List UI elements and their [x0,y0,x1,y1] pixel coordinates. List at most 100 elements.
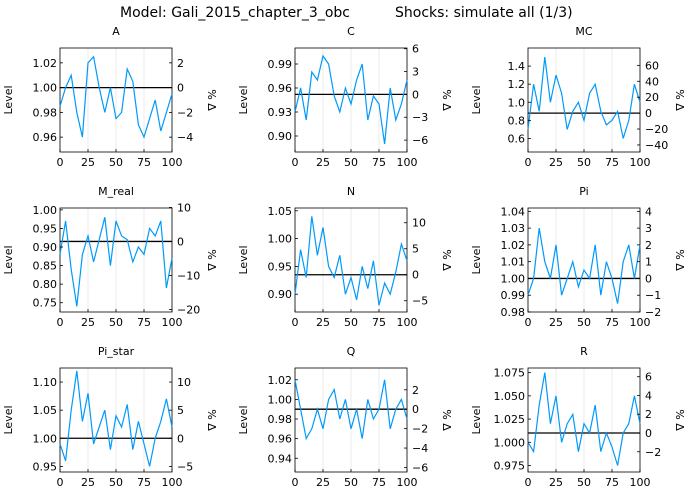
y-tick-label: 1.01 [501,256,526,269]
panel-title: M_real [98,185,134,198]
right-tick-label: −4 [177,131,193,144]
right-tick-label: 3 [412,66,419,79]
y-tick-label: 1.00 [501,272,526,285]
right-tick-label: −20 [645,123,668,136]
right-tick-label: −6 [412,461,428,474]
y-axis-label-right: % Δ [440,249,453,271]
y-tick-label: 0.75 [33,297,58,310]
series-line [59,370,173,467]
x-tick-label: 25 [316,156,330,169]
x-tick-label: 0 [292,156,299,169]
x-tick-label: 0 [525,316,532,329]
right-tick-label: 0 [177,82,184,95]
right-tick-label: −6 [412,134,428,147]
y-axis-label: Level [237,85,250,114]
right-tick-label: 5 [412,243,419,256]
panel-title: Q [347,345,356,358]
y-tick-label: 0.98 [33,106,58,119]
panel-n: 0 25 50 75 1000.900.951.001.051050−5NLevel% … [237,185,453,329]
x-tick-label: 75 [605,316,619,329]
y-tick-label: 0.90 [268,130,293,143]
x-tick-label: 25 [549,476,563,489]
y-axis-label-right: % Δ [673,409,686,431]
x-tick-label: 50 [577,476,591,489]
x-tick-label: 100 [630,316,651,329]
series-line [527,372,641,466]
y-tick-label: 1.0 [508,96,526,109]
y-axis-label: Level [470,405,483,434]
y-tick-label: 0.98 [268,413,293,426]
panel-title: A [112,25,120,38]
panel-title: MC [575,25,592,38]
y-axis-label: Level [237,405,250,434]
y-tick-label: 1.05 [33,404,58,417]
y-tick-label: 1.075 [494,367,526,380]
y-axis-label-right: % Δ [205,89,218,111]
x-tick-label: 100 [630,476,651,489]
y-tick-label: 0.90 [33,241,58,254]
series-line [294,54,408,145]
x-tick-label: 25 [549,316,563,329]
y-tick-label: 1.025 [494,413,526,426]
y-axis-label-right: % Δ [205,249,218,271]
series-line [59,55,173,139]
y-tick-label: 1.02 [33,57,58,70]
panel-mc: 0 25 50 75 100 0.6 0.8 1.0 1.2 1.4 60 40 20 0 −20 −40 MC… [470,25,686,169]
y-tick-label: 1.00 [268,233,293,246]
y-tick-label: 1.2 [508,78,526,91]
x-tick-label: 100 [162,316,183,329]
series-line [59,217,173,307]
y-tick-label: 0.80 [33,278,58,291]
right-tick-label: 5 [177,404,184,417]
x-tick-label: 50 [577,316,591,329]
x-tick-label: 25 [81,316,95,329]
panel-title: R [580,345,588,358]
y-tick-label: 1.00 [33,204,58,217]
y-axis-label: Level [2,405,15,434]
right-tick-label: −2 [645,446,661,459]
series-line [294,379,408,441]
y-tick-label: 0.99 [501,289,526,302]
x-tick-label: 75 [137,476,151,489]
y-tick-label: 0.99 [268,58,293,71]
x-tick-label: 50 [344,476,358,489]
series-line [527,228,641,304]
y-tick-label: 1.04 [501,205,526,218]
right-tick-label: −10 [177,269,200,282]
x-tick-label: 0 [525,476,532,489]
y-tick-label: 1.05 [268,205,293,218]
y-tick-label: 1.03 [501,222,526,235]
figure-title-shocks: Shocks: simulate all (1/3) [395,5,573,21]
panel-q: 0 25 50 75 100 0.94 0.96 0.98 1.00 1.02 2 0 −2 −4 −6 Q L… [237,345,453,489]
x-tick-label: 100 [630,156,651,169]
right-tick-label: 0 [412,269,419,282]
y-axis-label: Level [470,85,483,114]
y-axis-label: Level [2,245,15,274]
panel-title: Pi_star [98,345,135,358]
series-line [527,56,641,139]
panel-c: 0 25 50 75 100 0.90 0.93 0.96 0.99 6 3 0 −3 −6 C Level%… [237,25,453,169]
right-tick-label: 2 [177,57,184,70]
figure-title-model: Model: Gali_2015_chapter_3_obc [120,5,350,21]
right-tick-label: 4 [645,205,652,218]
x-tick-label: 25 [81,476,95,489]
y-tick-label: 0.95 [33,222,58,235]
y-axis-label-right: % Δ [673,89,686,111]
y-tick-label: 0.95 [33,460,58,473]
x-tick-label: 75 [372,316,386,329]
y-tick-label: 0.98 [501,306,526,319]
y-tick-label: 1.02 [268,374,293,387]
series-line [294,216,408,306]
panel-a: 0 25 50 75 100 0.96 0.98 1.00 1.02 2 0 −2 −4 A Level % … [2,25,218,169]
x-tick-label: 25 [316,316,330,329]
x-tick-label: 75 [372,476,386,489]
y-tick-label: 0.90 [268,288,293,301]
y-tick-label: 1.00 [33,82,58,95]
y-tick-label: 1.00 [268,393,293,406]
right-tick-label: 2 [412,384,419,397]
x-tick-label: 100 [397,316,418,329]
right-tick-label: −2 [177,106,193,119]
x-tick-label: 75 [137,316,151,329]
right-tick-label: 0 [177,235,184,248]
